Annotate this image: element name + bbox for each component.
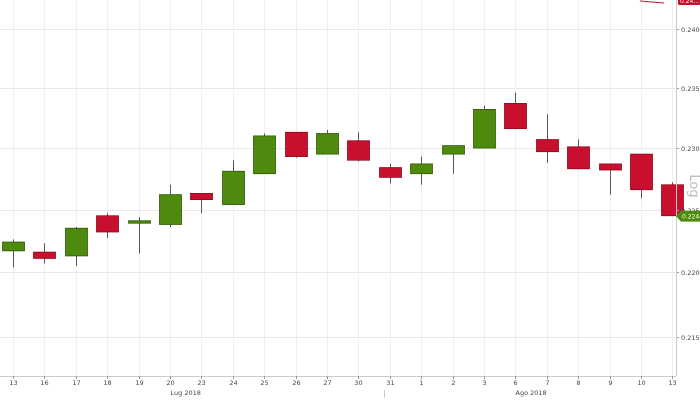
x-month-label: Lug 2018 (171, 389, 201, 397)
y-tick-label: 0.22000 (681, 269, 700, 277)
candle-body-up (473, 108, 496, 149)
candle (65, 226, 88, 267)
x-tick-label: 16 (40, 379, 48, 387)
x-month-label: Ago 2018 (516, 389, 547, 397)
candle-body-up (442, 145, 465, 155)
candle (128, 216, 151, 254)
candle (410, 156, 433, 185)
x-tick-label: 2 (451, 379, 455, 387)
x-tick-label: 10 (637, 379, 645, 387)
x-tick-label: 7 (545, 379, 549, 387)
candle-body-down (347, 140, 370, 161)
candle-body-down (96, 215, 119, 233)
top-right-indicator-line (639, 0, 665, 4)
x-tick-label: 30 (354, 379, 362, 387)
candle (599, 163, 622, 195)
x-tick-label: 27 (323, 379, 331, 387)
x-tick-label: 23 (197, 379, 205, 387)
candle-body-up (128, 220, 151, 224)
candle-body-down (536, 139, 559, 153)
candle-body-down (661, 184, 684, 217)
candle (379, 163, 402, 184)
y-axis: 0.240000.235000.230000.225000.220000.215… (639, 0, 700, 376)
x-tick-label: 8 (576, 379, 580, 387)
x-tick-label: 25 (260, 379, 268, 387)
x-tick-label: 31 (386, 379, 394, 387)
y-tick-label: 0.21500 (681, 334, 700, 342)
x-tick-label: 24 (229, 379, 237, 387)
candle (567, 139, 590, 170)
x-axis: 13 16 17 18 19 20 23 24 25 26 27 30 31 1 2 3 6 7 8 9 10 13Lug… (0, 376, 677, 398)
candle (96, 213, 119, 239)
candle-body-up (2, 241, 25, 252)
candle (536, 114, 559, 163)
candle (2, 239, 25, 268)
candle-body-down (504, 102, 527, 130)
candle (253, 133, 276, 175)
candle-body-down (190, 193, 213, 200)
candle (222, 160, 245, 205)
x-tick-label: 18 (103, 379, 111, 387)
candle (285, 131, 308, 158)
candle (347, 132, 370, 162)
candle-body-up (316, 133, 339, 155)
candle (316, 129, 339, 155)
candle (630, 153, 653, 199)
y-tick-label: 0.23500 (681, 85, 700, 93)
x-tick-label: 3 (482, 379, 486, 387)
candle-body-down (379, 167, 402, 178)
y-tick-label: 0.24000 (681, 26, 700, 34)
candle (159, 184, 182, 227)
y-tick-label: 0.23000 (681, 145, 700, 153)
x-tick-label: 19 (135, 379, 143, 387)
candle-body-up (65, 227, 88, 257)
x-tick-label: 13 (668, 379, 676, 387)
x-tick-label: 17 (72, 379, 80, 387)
candle (442, 145, 465, 174)
candle-body-down (285, 131, 308, 157)
scale-mode-label[interactable]: Log (686, 174, 700, 197)
last-price-marker (676, 210, 700, 222)
x-tick-label: 26 (292, 379, 300, 387)
top-right-price-badge-label: 0.24... (680, 0, 699, 5)
x-tick-label: 9 (608, 379, 612, 387)
candle (473, 105, 496, 149)
x-tick-label: 13 (9, 379, 17, 387)
candle (190, 193, 213, 214)
x-tick-label: 20 (166, 379, 174, 387)
candle-body-up (222, 170, 245, 205)
candle-body-up (253, 135, 276, 175)
candle-body-down (630, 153, 653, 191)
candles-layer (2, 92, 684, 268)
top-right-price-badge (678, 0, 700, 5)
candle (504, 92, 527, 130)
candle-body-down (599, 163, 622, 171)
candle-body-down (33, 251, 56, 259)
candle-body-up (159, 194, 182, 225)
last-price-label: 0.22447 (682, 213, 700, 220)
candle (661, 182, 684, 217)
x-tick-label: 1 (419, 379, 423, 387)
candle-body-up (410, 163, 433, 175)
x-tick-label: 6 (513, 379, 517, 387)
candle-body-down (567, 146, 590, 170)
candle (33, 243, 56, 264)
